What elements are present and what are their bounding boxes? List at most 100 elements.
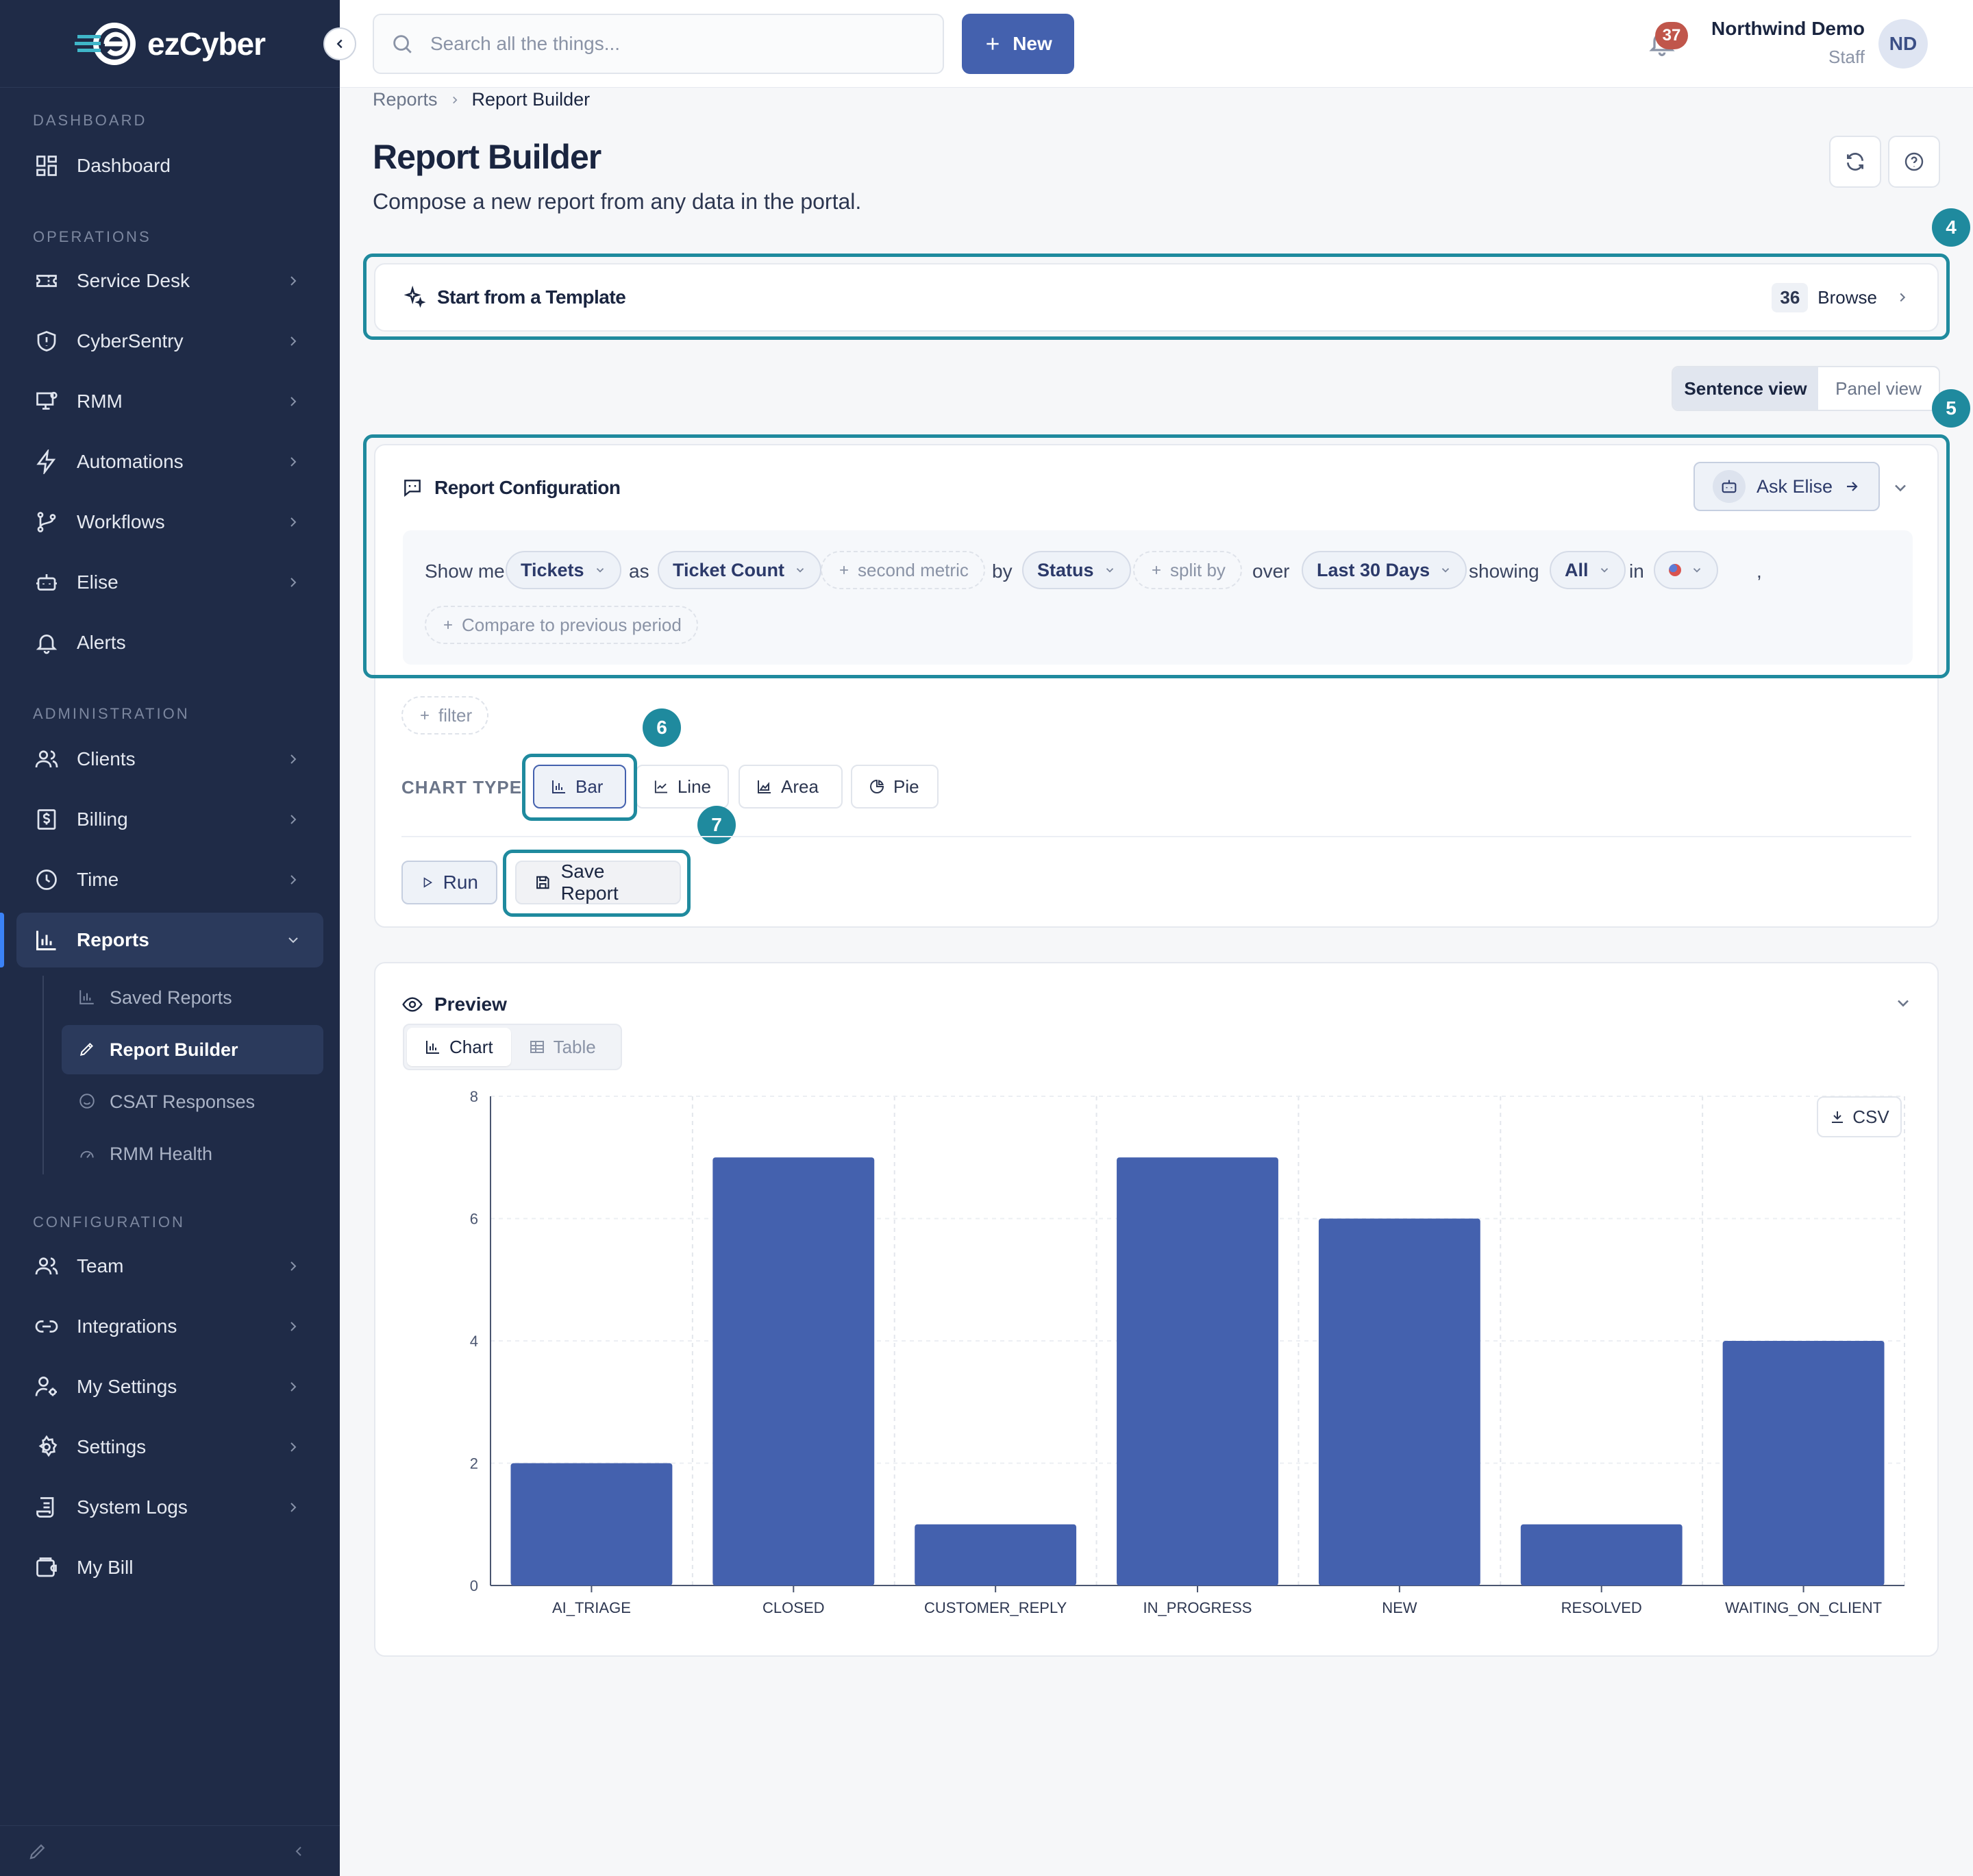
refresh-button[interactable] (1829, 136, 1881, 188)
chevron-down-icon[interactable] (1894, 993, 1913, 1013)
chart-type-pie-button[interactable]: Pie (851, 765, 939, 809)
bar-closed[interactable] (712, 1157, 875, 1585)
sidebar-subitem-saved-reports[interactable]: Saved Reports (62, 973, 323, 1022)
panel-view-tab[interactable]: Panel view (1835, 378, 1922, 399)
csv-label: CSV (1852, 1106, 1889, 1127)
chevron-right-icon (285, 273, 301, 289)
bar-customer-reply[interactable] (915, 1524, 1077, 1585)
sidebar-item-settings[interactable]: Settings (16, 1420, 323, 1474)
section-configuration: CONFIGURATION (33, 1213, 185, 1231)
sentence-word: Show me (425, 560, 505, 582)
chart-type-line-button[interactable]: Line (636, 765, 729, 809)
sidebar-item-dashboard[interactable]: Dashboard (16, 138, 323, 193)
bar-resolved[interactable] (1520, 1524, 1683, 1585)
chart-type-label-bar: Bar (575, 776, 604, 797)
sidebar-collapse-button[interactable] (323, 27, 356, 60)
config-title: Report Configuration (401, 477, 621, 499)
robot-icon (1713, 470, 1746, 503)
sidebar-subitem-rmm-health[interactable]: RMM Health (62, 1129, 323, 1178)
ask-elise-button[interactable]: Ask Elise (1693, 462, 1880, 511)
tab-chart-label: Chart (449, 1036, 493, 1057)
step-marker-7: 7 (697, 806, 736, 844)
add-filter-button[interactable]: filter (401, 696, 489, 735)
template-browse-link[interactable]: Browse (1817, 287, 1910, 308)
csv-download-button[interactable]: CSV (1817, 1096, 1902, 1137)
sidebar-item-label: Team (77, 1255, 124, 1276)
chevron-down-icon[interactable] (1891, 478, 1910, 497)
save-report-button[interactable]: Save Report (515, 861, 681, 904)
sidebar-item-workflows[interactable]: Workflows (16, 495, 323, 550)
sentence-view-tab[interactable]: Sentence view (1673, 367, 1818, 410)
x-tick-label: NEW (1382, 1599, 1417, 1616)
sidebar-item-automations[interactable]: Automations (16, 434, 323, 489)
chart-type-label-pie: Pie (893, 776, 919, 797)
bar-in-progress[interactable] (1117, 1157, 1278, 1585)
sidebar-item-time[interactable]: Time (16, 852, 323, 907)
chevron-right-icon (285, 1439, 301, 1455)
sidebar-item-my-settings[interactable]: My Settings (16, 1359, 323, 1414)
sidebar-item-my-bill[interactable]: My Bill (16, 1540, 323, 1595)
period-select[interactable]: Last 30 Days (1302, 551, 1467, 589)
sentence-word: by (992, 560, 1013, 582)
bar-ai-triage[interactable] (510, 1463, 673, 1586)
add-split-by-button[interactable]: split by (1133, 551, 1242, 589)
avatar[interactable]: ND (1878, 19, 1928, 69)
breadcrumb-reports-link[interactable]: Reports (373, 89, 438, 110)
sidebar-item-cybersentry[interactable]: CyberSentry (16, 314, 323, 369)
table-icon (530, 1041, 544, 1053)
x-tick-label: CUSTOMER_REPLY (924, 1599, 1067, 1616)
divider (401, 836, 1911, 837)
sidebar-item-integrations[interactable]: Integrations (16, 1299, 323, 1354)
y-tick-label: 2 (470, 1455, 478, 1472)
sidebar-item-rmm[interactable]: RMM (16, 374, 323, 429)
tab-table[interactable]: Table (511, 1028, 614, 1066)
chevron-down-icon (596, 568, 604, 573)
chevron-left-icon (336, 39, 343, 49)
search-input[interactable] (430, 33, 910, 55)
sidebar-subitem-report-builder[interactable]: Report Builder (62, 1025, 323, 1074)
search-icon (390, 32, 414, 55)
sidebar-item-clients[interactable]: Clients (16, 732, 323, 787)
add-second-metric-button[interactable]: second metric (821, 551, 985, 589)
preview-title-label: Preview (434, 993, 507, 1015)
app-logo[interactable]: ezCyber (0, 0, 340, 88)
chevron-down-icon (1106, 568, 1113, 573)
client-select[interactable] (1654, 551, 1718, 589)
help-button[interactable] (1888, 136, 1940, 188)
top-header: New 37 Northwind Demo Staff ND (340, 0, 1973, 88)
sidebar-subitem-csat-responses[interactable]: CSAT Responses (62, 1077, 323, 1126)
sidebar-item-service-desk[interactable]: Service Desk (16, 254, 323, 308)
x-tick-label: AI_TRIAGE (552, 1599, 631, 1616)
pencil-icon[interactable] (27, 1841, 48, 1862)
metric-select[interactable]: Ticket Count (658, 551, 822, 589)
template-card[interactable]: Start from a Template 36 Browse (374, 263, 1939, 332)
bar-new[interactable] (1318, 1218, 1480, 1586)
sidebar-item-billing[interactable]: Billing (16, 792, 323, 847)
sparkles-icon (404, 286, 426, 308)
chart-type-area-button[interactable]: Area (739, 765, 843, 809)
new-button[interactable]: New (962, 14, 1074, 74)
page-title: Report Builder (373, 138, 601, 176)
chevron-left-icon[interactable] (290, 1843, 307, 1860)
chevron-down-icon (796, 568, 804, 573)
entity-select[interactable]: Tickets (506, 551, 621, 589)
tab-chart[interactable]: Chart (407, 1028, 511, 1066)
chevron-down-icon (285, 932, 301, 948)
chevron-right-icon (285, 811, 301, 828)
bell-icon (33, 629, 60, 656)
search-box[interactable] (373, 14, 944, 74)
client-color-dot-icon (1669, 564, 1681, 576)
bar-waiting-on-client[interactable] (1722, 1341, 1885, 1585)
sidebar-item-system-logs[interactable]: System Logs (16, 1480, 323, 1535)
preview-title: Preview (401, 993, 507, 1015)
run-button[interactable]: Run (401, 861, 497, 904)
sidebar-item-alerts[interactable]: Alerts (16, 615, 323, 670)
chart-type-bar-button[interactable]: Bar (533, 765, 626, 809)
sidebar-item-reports[interactable]: Reports (16, 913, 323, 967)
compare-previous-period-button[interactable]: Compare to previous period (425, 606, 698, 644)
sidebar-item-team[interactable]: Team (16, 1239, 323, 1294)
sidebar-item-elise[interactable]: Elise (16, 555, 323, 610)
showing-select[interactable]: All (1550, 551, 1626, 589)
group-by-select[interactable]: Status (1022, 551, 1131, 589)
help-circle-icon (1904, 152, 1924, 171)
